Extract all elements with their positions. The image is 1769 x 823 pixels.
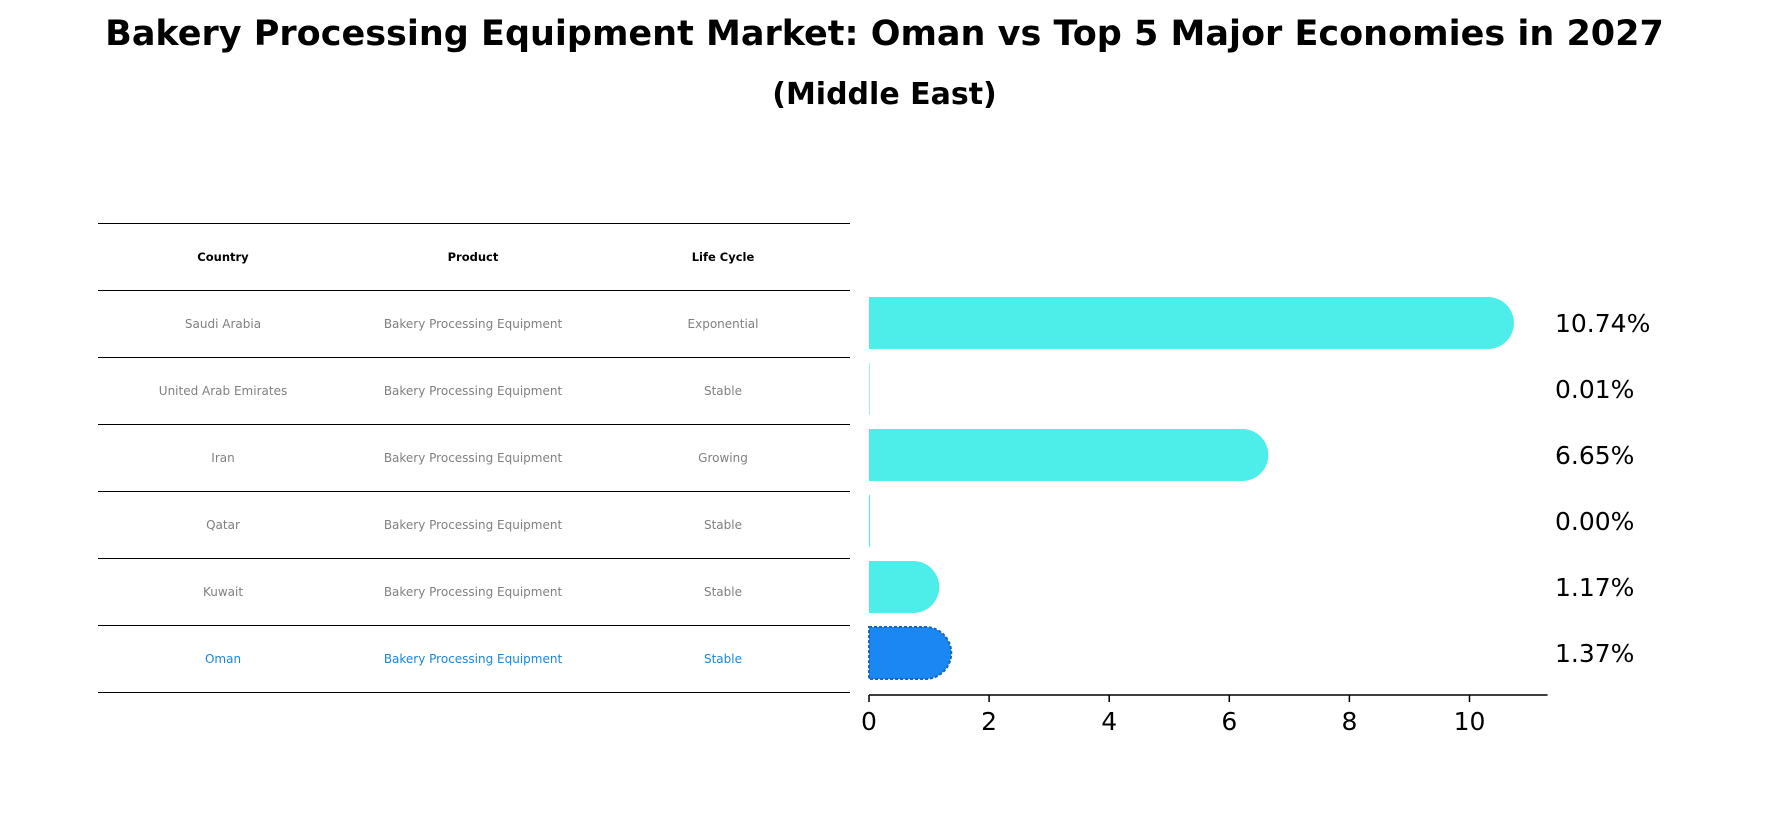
country-cell: Saudi Arabia bbox=[184, 317, 262, 331]
product-cell: Bakery Processing Equipment bbox=[383, 518, 563, 532]
bar-value-label: 1.17% bbox=[1555, 573, 1634, 602]
chart-title: Bakery Processing Equipment Market: Oman… bbox=[105, 14, 1664, 54]
x-tick-label: 6 bbox=[1221, 707, 1237, 736]
country-cell: Oman bbox=[204, 652, 242, 666]
bar-value-label: 0.01% bbox=[1555, 375, 1634, 404]
table-row: Iran Bakery Processing Equipment Growing bbox=[98, 425, 850, 492]
bar-iran bbox=[869, 429, 1269, 481]
x-tick-label: 0 bbox=[861, 707, 877, 736]
bar-value-label: 1.37% bbox=[1555, 639, 1634, 668]
x-tick-label: 2 bbox=[981, 707, 997, 736]
product-cell: Bakery Processing Equipment bbox=[383, 317, 563, 331]
header-product: Product bbox=[447, 250, 499, 264]
bar-value-label: 0.00% bbox=[1555, 507, 1634, 536]
data-table: Country Product Life Cycle Saudi Arabia … bbox=[98, 223, 850, 693]
product-cell: Bakery Processing Equipment bbox=[383, 451, 563, 465]
life-cycle-cell: Stable bbox=[703, 384, 742, 398]
life-cycle-cell: Growing bbox=[698, 451, 748, 465]
life-cycle-cell: Stable bbox=[703, 585, 742, 599]
table-row: Qatar Bakery Processing Equipment Stable bbox=[98, 492, 850, 559]
life-cycle-cell: Exponential bbox=[687, 317, 759, 331]
bar-saudi-arabia bbox=[869, 297, 1514, 349]
country-cell: Kuwait bbox=[202, 585, 244, 599]
x-tick-label: 8 bbox=[1341, 707, 1357, 736]
x-tick-label: 10 bbox=[1454, 707, 1486, 736]
country-cell: Iran bbox=[211, 451, 235, 465]
life-cycle-cell: Stable bbox=[703, 518, 742, 532]
table-row-highlighted: Oman Bakery Processing Equipment Stable bbox=[98, 626, 850, 693]
table-header-row: Country Product Life Cycle bbox=[98, 223, 850, 291]
x-tick-label: 4 bbox=[1101, 707, 1117, 736]
country-cell: United Arab Emirates bbox=[158, 384, 288, 398]
bar-kuwait bbox=[869, 561, 940, 613]
country-cell: Qatar bbox=[206, 518, 240, 532]
header-life-cycle: Life Cycle bbox=[691, 250, 755, 264]
bar-united-arab-emirates bbox=[869, 363, 870, 415]
bar-oman bbox=[868, 626, 953, 680]
product-cell: Bakery Processing Equipment bbox=[383, 652, 563, 666]
bar-value-label: 10.74% bbox=[1555, 309, 1650, 338]
table-row: Kuwait Bakery Processing Equipment Stabl… bbox=[98, 559, 850, 626]
chart-subtitle: (Middle East) bbox=[772, 77, 997, 112]
header-country: Country bbox=[197, 250, 249, 264]
table-row: United Arab Emirates Bakery Processing E… bbox=[98, 358, 850, 425]
product-cell: Bakery Processing Equipment bbox=[383, 384, 563, 398]
bar-value-label: 6.65% bbox=[1555, 441, 1634, 470]
product-cell: Bakery Processing Equipment bbox=[383, 585, 563, 599]
life-cycle-cell: Stable bbox=[703, 652, 742, 666]
table-row: Saudi Arabia Bakery Processing Equipment… bbox=[98, 291, 850, 358]
bar-qatar bbox=[869, 495, 870, 547]
